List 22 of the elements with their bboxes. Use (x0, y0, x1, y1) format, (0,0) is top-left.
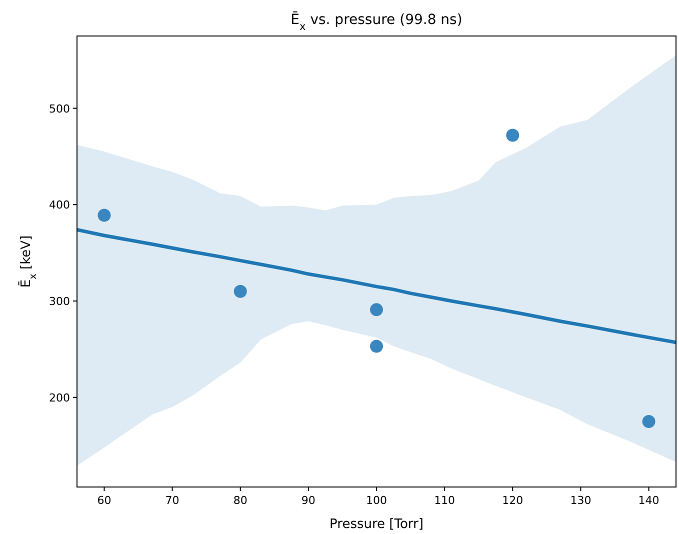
x-tick-label: 130 (570, 494, 592, 507)
x-tick-label: 90 (301, 494, 316, 507)
x-tick-label: 100 (366, 494, 387, 507)
x-tick-label: 140 (638, 494, 660, 507)
point (98, 208, 111, 222)
point (370, 340, 383, 353)
point (642, 414, 656, 428)
point (506, 128, 520, 142)
y-tick-label: 300 (49, 295, 70, 308)
point (234, 284, 247, 298)
x-tick-label: 120 (502, 494, 524, 507)
y-tick-label: 200 (49, 391, 70, 404)
x-tick-label: 70 (165, 494, 180, 507)
point (370, 303, 383, 316)
y-tick-label: 500 (49, 102, 70, 116)
x-tick-label: 80 (233, 494, 248, 507)
chart-title: Ē$_{x}$ vs. pressure (99.8 ns) (290, 11, 462, 33)
line-series (77, 228, 676, 344)
y-tick-label: 400 (49, 198, 70, 212)
x-axis-title: Pressure [Torr] (330, 517, 424, 532)
x-tick-label: 60 (97, 494, 112, 507)
x-tick-label: 110 (434, 494, 456, 507)
